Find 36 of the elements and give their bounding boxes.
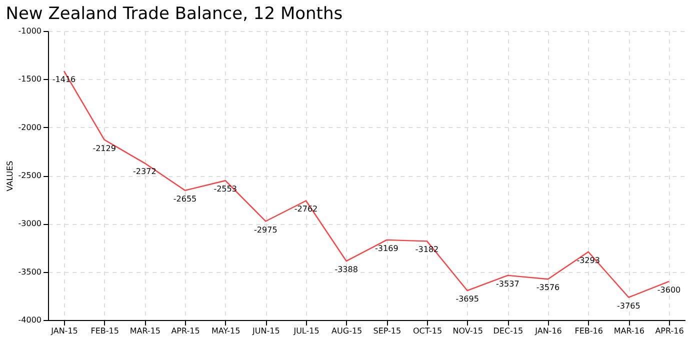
x-tick-label: JAN-15 [50,326,78,336]
x-tick-label: SEP-15 [373,326,402,336]
y-tick-label: -1000 [18,26,42,36]
data-label: -3765 [617,301,640,310]
x-tick-label: OCT-15 [412,326,442,336]
x-tick-label: MAR-16 [614,326,645,336]
x-tick-label: APR-15 [171,326,200,336]
data-label: -3537 [496,279,520,288]
chart-title: New Zealand Trade Balance, 12 Months [6,4,343,24]
data-label: -3695 [456,294,479,304]
y-tick-label: -2000 [18,122,42,132]
x-tick-label: JUN-15 [252,326,280,336]
x-tick-label: FEB-16 [574,326,603,336]
x-tick-label: NOV-15 [452,326,483,336]
data-label: -3576 [536,283,560,292]
x-tick-label: JAN-16 [534,326,562,336]
x-tick-label: APR-16 [655,326,684,336]
x-tick-label: JUL-15 [292,326,320,336]
x-tick-label: AUG-15 [332,326,362,336]
y-tick-label: -1500 [18,74,42,84]
data-label: -2975 [254,225,278,234]
y-tick-label: -3000 [18,219,42,228]
y-tick-label: -4000 [18,316,42,324]
x-tick-label: DEC-15 [493,326,524,336]
data-label: -2129 [92,144,116,153]
data-label: -3600 [657,285,681,294]
data-label: -3388 [334,265,358,274]
y-tick-label: -2500 [18,171,42,180]
x-tick-label: MAR-15 [130,326,161,336]
data-label: -2655 [173,194,197,204]
x-tick-label: MAY-15 [211,326,240,336]
data-label: -3169 [375,244,398,253]
x-tick-label: FEB-15 [90,326,119,336]
data-label: -2372 [133,167,156,176]
y-tick-label: -3500 [18,267,42,276]
y-axis-title: VALUES [5,160,14,192]
